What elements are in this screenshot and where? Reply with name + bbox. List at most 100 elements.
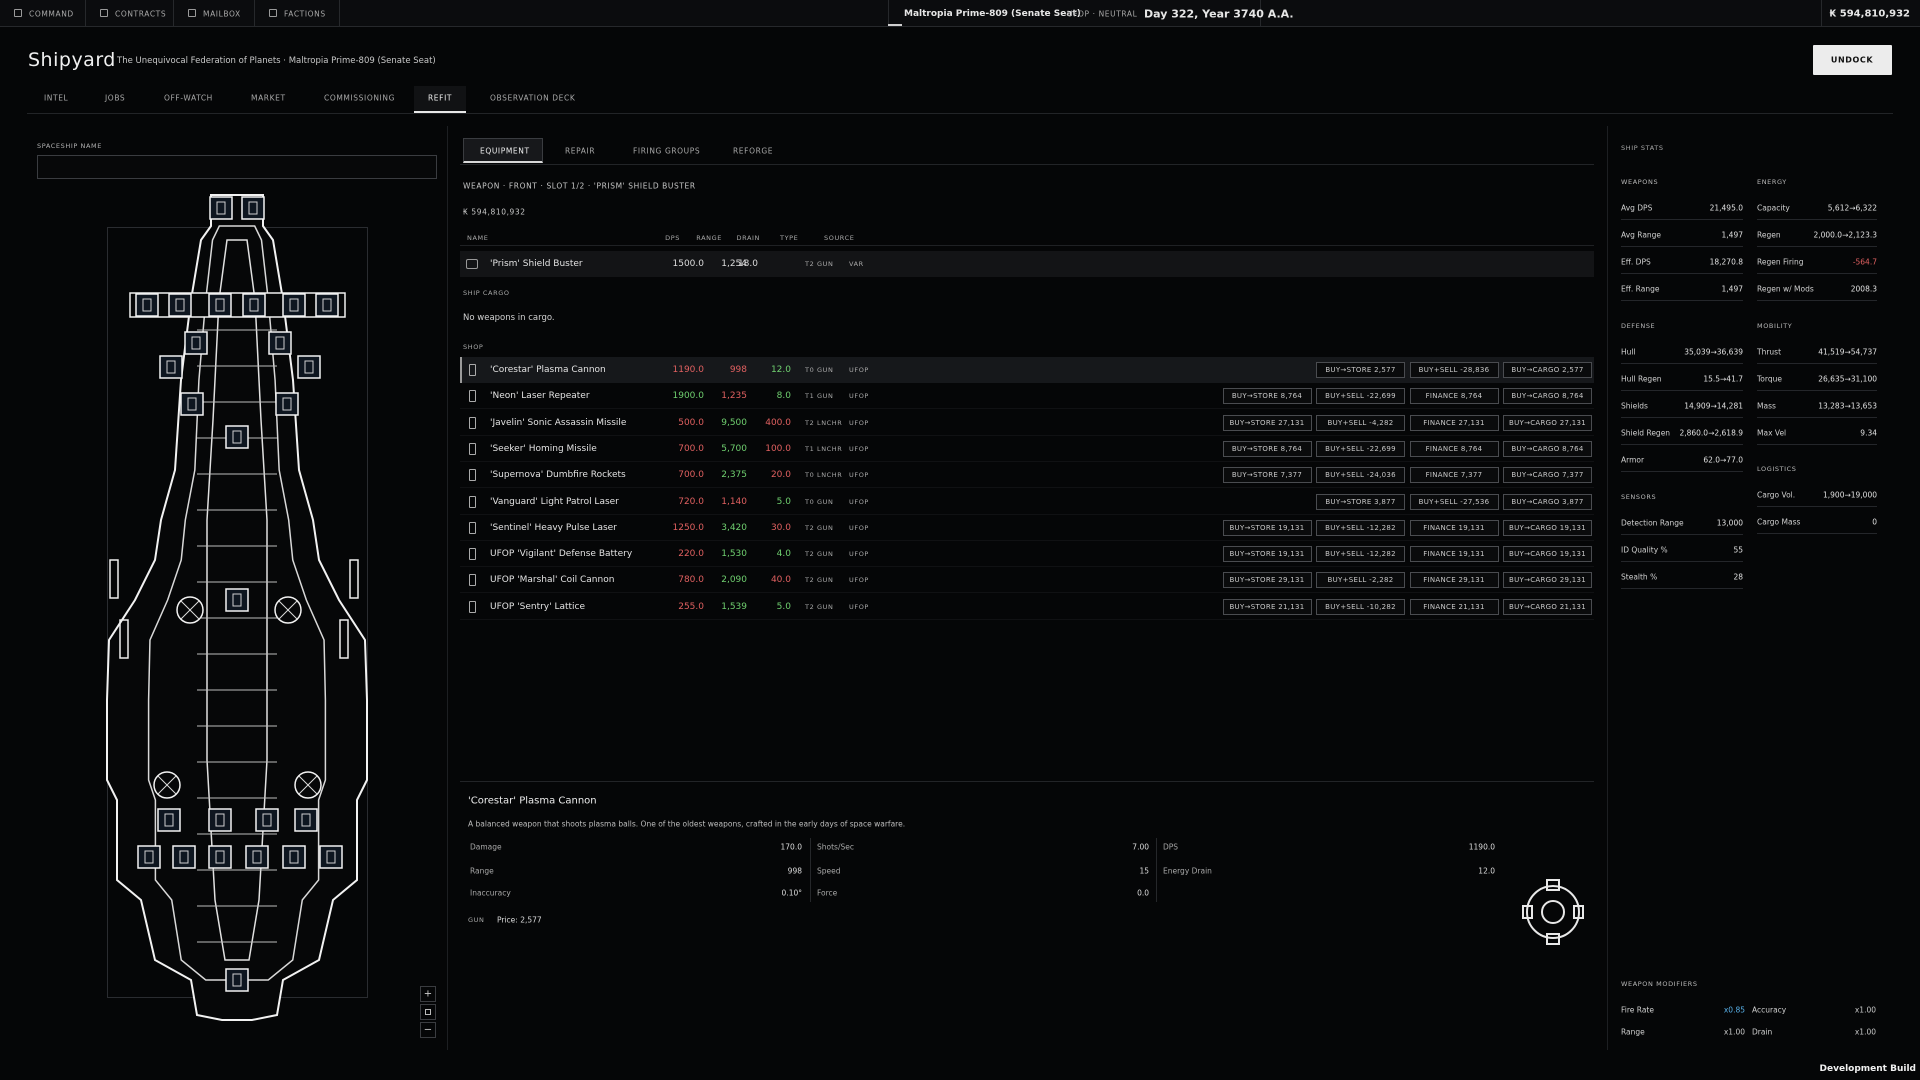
module-glyph <box>322 298 332 312</box>
shop-action-button[interactable]: BUY+SELL -24,036 <box>1316 467 1405 484</box>
stat-section-heading: LOGISTICS <box>1757 465 1797 473</box>
shop-action-button[interactable]: BUY→CARGO 29,131 <box>1503 572 1592 589</box>
shop-action-button[interactable]: BUY→STORE 8,764 <box>1222 388 1312 405</box>
shop-action-button[interactable]: FINANCE 8,764 <box>1409 388 1499 405</box>
tab[interactable]: MARKET <box>251 93 286 103</box>
subtab[interactable]: EQUIPMENT <box>480 146 530 156</box>
active-subtab[interactable] <box>463 138 543 163</box>
shop-action-button[interactable]: BUY→STORE 7,377 <box>1222 467 1312 484</box>
shop-action-button[interactable]: BUY+SELL -22,699 <box>1316 440 1405 457</box>
shop-action-button[interactable]: BUY→CARGO 3,877 <box>1503 493 1592 510</box>
module-slot <box>268 331 292 355</box>
shop-action-button[interactable]: BUY+SELL -10,282 <box>1316 598 1405 615</box>
stat-value: 9.34 <box>1860 428 1877 438</box>
stat-label: Cargo Mass <box>1757 517 1801 527</box>
stat-label: Hull Regen <box>1621 374 1662 384</box>
detail-stat-value: 170.0 <box>780 842 802 852</box>
equipped-row[interactable] <box>460 251 1594 277</box>
module-slot <box>135 293 159 317</box>
nav-item[interactable] <box>255 0 340 27</box>
shop-row[interactable] <box>460 489 1594 515</box>
tab[interactable]: OFF-WATCH <box>164 93 213 103</box>
tab[interactable]: OBSERVATION DECK <box>490 93 576 103</box>
shop-action-button[interactable]: BUY→CARGO 2,577 <box>1503 362 1592 378</box>
name-input[interactable] <box>37 155 437 179</box>
shop-action-button[interactable]: FINANCE 29,131 <box>1409 572 1499 589</box>
tab[interactable]: COMMISSIONING <box>324 93 395 103</box>
stat-value: 1,497 <box>1721 230 1743 240</box>
shop-action-button[interactable]: BUY→STORE 27,131 <box>1222 414 1312 431</box>
tab[interactable]: INTEL <box>44 93 69 103</box>
zoom-in-button[interactable] <box>420 986 436 1002</box>
module-slot <box>172 845 196 869</box>
subtab[interactable]: REPAIR <box>565 146 596 156</box>
shop-row[interactable] <box>460 567 1594 594</box>
module-slot <box>245 845 269 869</box>
shop-action-button[interactable]: BUY→CARGO 21,131 <box>1503 598 1592 615</box>
shop-row[interactable] <box>460 594 1594 620</box>
shop-row[interactable] <box>460 410 1594 436</box>
shop-action-button[interactable]: BUY→CARGO 27,131 <box>1503 414 1592 431</box>
shop-action-button[interactable]: BUY+SELL -4,282 <box>1316 414 1405 431</box>
shop-action-button[interactable]: BUY+SELL -12,282 <box>1316 519 1405 536</box>
module-glyph <box>232 430 242 444</box>
modifier-label: Fire Rate <box>1621 1005 1654 1015</box>
shop-action-button[interactable]: BUY+SELL -12,282 <box>1316 546 1405 563</box>
shop-action-button[interactable]: BUY→CARGO 19,131 <box>1503 546 1592 563</box>
shop-row[interactable] <box>460 462 1594 489</box>
shop-action-button[interactable]: FINANCE 21,131 <box>1409 598 1499 615</box>
shop-row[interactable] <box>460 515 1594 541</box>
subtab[interactable]: REFORGE <box>733 146 774 156</box>
shop-row[interactable] <box>460 357 1594 383</box>
shop-action-button[interactable]: FINANCE 19,131 <box>1409 546 1499 563</box>
weapon-range: 1,140 <box>721 496 747 507</box>
stat-section-heading: WEAPON MODIFIERS <box>1621 980 1698 988</box>
shop-action-button[interactable]: BUY→STORE 8,764 <box>1222 440 1312 457</box>
shop-action-button[interactable]: BUY→CARGO 19,131 <box>1503 519 1592 536</box>
module-slot <box>209 196 233 220</box>
tab[interactable]: REFIT <box>428 93 453 103</box>
shop-action-button[interactable]: FINANCE 19,131 <box>1409 519 1499 536</box>
weapon-range: 5,700 <box>721 443 747 454</box>
shop-row[interactable] <box>460 541 1594 568</box>
nav-item[interactable] <box>86 0 174 27</box>
detail-category: GUN <box>468 916 485 924</box>
shop-action-button[interactable]: BUY→STORE 2,577 <box>1316 362 1405 378</box>
stat-underline <box>1757 506 1877 507</box>
nav-item[interactable] <box>0 0 86 27</box>
stat-underline <box>1757 390 1877 391</box>
module-slot <box>319 845 343 869</box>
nav-item[interactable] <box>174 0 255 27</box>
subtab[interactable]: FIRING GROUPS <box>633 146 701 156</box>
nav-label: COMMAND <box>29 9 74 18</box>
shop-action-button[interactable]: BUY+SELL -27,536 <box>1409 493 1499 510</box>
undock-button[interactable] <box>1813 45 1892 75</box>
shop-action-button[interactable]: BUY+SELL -28,836 <box>1409 362 1499 378</box>
tab[interactable]: JOBS <box>105 93 126 103</box>
active-tab[interactable] <box>414 86 466 113</box>
shop-action-button[interactable]: BUY→STORE 3,877 <box>1316 493 1405 510</box>
shop-action-button[interactable]: BUY→CARGO 7,377 <box>1503 467 1592 484</box>
shop-action-button[interactable]: BUY→CARGO 8,764 <box>1503 388 1592 405</box>
weapon-icon <box>469 548 476 561</box>
shop-action-button[interactable]: FINANCE 27,131 <box>1409 414 1499 431</box>
zoom-out-button[interactable] <box>420 1022 436 1038</box>
shop-action-button[interactable]: BUY→STORE 19,131 <box>1222 519 1312 536</box>
shop-action-button[interactable]: BUY→CARGO 8,764 <box>1503 440 1592 457</box>
shop-action-button[interactable]: BUY→STORE 21,131 <box>1222 598 1312 615</box>
side-pod <box>119 619 129 659</box>
shop-action-button[interactable]: BUY+SELL -2,282 <box>1316 572 1405 589</box>
shop-action-button[interactable]: FINANCE 8,764 <box>1409 440 1499 457</box>
shop-row[interactable] <box>460 383 1594 410</box>
weapon-type: T2 GUN <box>805 260 834 268</box>
zoom-reset-button[interactable] <box>420 1004 436 1020</box>
shop-action-button[interactable]: BUY→STORE 19,131 <box>1222 546 1312 563</box>
module-glyph <box>142 298 152 312</box>
shop-action-button[interactable]: FINANCE 7,377 <box>1409 467 1499 484</box>
shop-action-button[interactable]: BUY+SELL -22,699 <box>1316 388 1405 405</box>
page-title: Shipyard <box>28 49 116 71</box>
shop-action-button[interactable]: BUY→STORE 29,131 <box>1222 572 1312 589</box>
shop-row[interactable] <box>460 436 1594 462</box>
module-glyph <box>304 360 314 374</box>
detail-stat-value: 0.10° <box>781 888 802 898</box>
